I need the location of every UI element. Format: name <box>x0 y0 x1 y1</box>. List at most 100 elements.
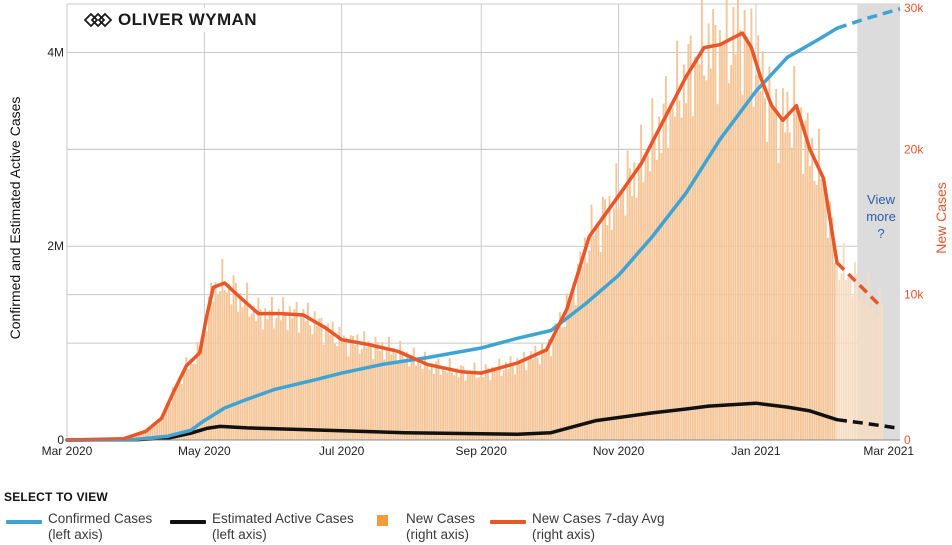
new-cases-bar <box>455 368 458 440</box>
new-cases-bar <box>453 375 456 440</box>
new-cases-bar <box>840 273 843 440</box>
y-tick-label: 0 <box>57 433 64 447</box>
new-cases-bar <box>559 312 562 440</box>
new-cases-bar <box>860 281 863 440</box>
new-cases-bar <box>863 301 865 440</box>
new-cases-bar <box>583 237 586 440</box>
new-cases-bar <box>399 340 402 440</box>
new-cases-bar <box>563 326 566 440</box>
new-cases-bar <box>435 361 438 440</box>
view-more-link[interactable]: View more ? <box>866 192 896 241</box>
new-cases-bar <box>653 134 656 440</box>
new-cases-bar <box>252 306 255 440</box>
new-cases-bar <box>426 364 429 440</box>
legend-confirmed-axis: (left axis) <box>48 527 103 542</box>
new-cases-bar <box>698 64 701 440</box>
new-cases-bar <box>660 153 663 440</box>
new-cases-bar <box>518 362 521 440</box>
new-cases-bar <box>329 334 332 440</box>
new-cases-bar <box>250 313 253 440</box>
new-cases-bar <box>338 326 341 440</box>
new-cases-bar <box>736 0 739 441</box>
new-cases-bar <box>876 314 879 440</box>
new-cases-bar <box>142 432 145 440</box>
x-tick-label: Jul 2020 <box>319 444 365 458</box>
new-cases-bar <box>730 65 733 440</box>
new-cases-bar <box>284 315 287 440</box>
new-cases-bar <box>140 432 143 440</box>
y2-tick-label: 30k <box>904 1 924 15</box>
new-cases-bar <box>374 336 377 440</box>
new-cases-bar <box>493 370 496 440</box>
new-cases-bar <box>664 76 667 440</box>
new-cases-bar <box>718 30 721 440</box>
y2-tick-label: 10k <box>904 288 924 302</box>
y-tick-label: 4M <box>47 45 64 59</box>
new-cases-bar <box>651 98 654 440</box>
new-cases-bar <box>158 420 161 440</box>
new-cases-bar <box>599 251 602 440</box>
new-cases-bar <box>419 364 422 440</box>
new-cases-bar <box>210 282 213 440</box>
new-cases-bar <box>156 424 159 440</box>
new-cases-bar <box>516 357 519 440</box>
new-cases-bar <box>592 236 595 440</box>
new-cases-bar <box>676 40 679 440</box>
new-cases-bar <box>561 327 564 440</box>
new-cases-bar <box>669 106 672 441</box>
new-cases-bar <box>858 299 861 440</box>
confirmed-cases-swatch <box>6 520 42 524</box>
new-cases-bar <box>302 309 305 440</box>
new-cases-bar <box>356 334 359 440</box>
new-cases-bar <box>198 353 201 440</box>
new-cases-bar <box>507 369 510 440</box>
confirmed-cases-line <box>65 26 839 442</box>
covid-cases-chart: Mar 2020 May 2020 Jul 2020 Sep 2020 Nov 2020… <box>7 0 949 458</box>
legend-item-active-cases[interactable]: Estimated Active Cases (left axis) <box>170 511 354 543</box>
new-cases-bar <box>291 318 294 440</box>
new-cases-bar <box>464 380 467 440</box>
new-cases-bar <box>685 103 688 440</box>
new-cases-bar <box>673 116 676 441</box>
y-tick-label: 2M <box>47 239 64 253</box>
new-cases-bar <box>572 282 575 440</box>
legend-avg-label: New Cases 7-day Avg <box>532 511 665 526</box>
estimated-active-cases-projection-line <box>836 417 901 431</box>
new-cases-bar <box>723 44 726 441</box>
new-cases-bar <box>491 367 494 440</box>
new-cases-bar <box>376 342 379 440</box>
legend-item-confirmed-cases[interactable]: Confirmed Cases (left axis) <box>6 511 152 543</box>
new-cases-bar <box>784 132 787 440</box>
new-cases-bar <box>754 75 757 440</box>
new-cases-bar <box>520 359 523 440</box>
new-cases-bar <box>511 364 514 440</box>
new-cases-bar <box>484 364 487 440</box>
new-cases-bar <box>421 368 424 440</box>
new-cases-bar <box>444 371 447 440</box>
new-cases-bar <box>279 320 282 440</box>
new-cases-bar <box>448 358 451 440</box>
new-cases-bar <box>619 191 622 440</box>
new-cases-bar <box>331 321 334 440</box>
new-cases-bar <box>703 75 706 441</box>
new-cases-bar <box>682 64 685 440</box>
legend-new-cases-axis: (right axis) <box>406 527 470 542</box>
new-cases-bar <box>147 428 150 440</box>
new-cases-bar <box>721 42 724 440</box>
new-cases-bar <box>808 166 811 440</box>
new-cases-bar <box>165 406 168 440</box>
legend-item-new-cases[interactable]: New Cases (right axis) <box>377 511 475 543</box>
new-cases-bar <box>162 414 165 440</box>
new-cases-bar <box>536 357 539 440</box>
new-cases-bar <box>221 258 224 440</box>
new-cases-bar <box>322 344 325 440</box>
new-cases-bar <box>554 323 557 440</box>
new-cases-bar <box>273 328 276 440</box>
legend-item-new-cases-avg[interactable]: New Cases 7-day Avg (right axis) <box>490 511 665 543</box>
new-cases-bar <box>347 356 350 440</box>
new-cases-bar <box>417 358 420 440</box>
new-cases-bar <box>201 344 204 440</box>
new-cases-bar <box>678 100 681 441</box>
new-cases-bar <box>833 263 836 440</box>
new-cases-bar <box>228 283 231 440</box>
